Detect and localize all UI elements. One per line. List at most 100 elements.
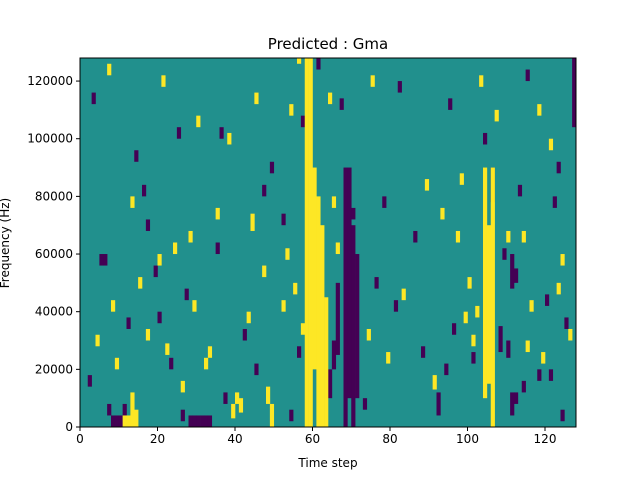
y-tick-label: 100000 <box>27 132 73 146</box>
x-tick-label: 60 <box>305 432 320 446</box>
heatmap-cell-low <box>548 369 554 381</box>
heatmap-cell-high <box>300 323 306 335</box>
plot-frame <box>79 57 577 428</box>
x-tick-label: 0 <box>76 432 84 446</box>
y-tick-label: 20000 <box>35 362 73 376</box>
heatmap-cell-high <box>366 328 371 341</box>
heatmap-cell-low <box>351 225 356 427</box>
heatmap-cell-high <box>122 415 127 427</box>
heatmap-cell-low <box>514 392 519 404</box>
heatmap-cell-high <box>328 92 333 105</box>
heatmap-cell-high <box>529 300 534 312</box>
y-axis: 0 20000 40000 60000 80000 100000 120000 <box>27 74 80 434</box>
heatmap-cell-low <box>355 254 360 399</box>
heatmap-cell-low <box>510 392 515 416</box>
heatmap-cell-high <box>316 196 321 428</box>
heatmap-cell-low <box>339 98 344 110</box>
heatmap-cell-low <box>107 403 112 416</box>
heatmap-cell-low <box>114 415 120 427</box>
heatmap-cell-high <box>207 346 213 358</box>
heatmap-cell-low <box>242 328 247 341</box>
heatmap-cell-high <box>494 109 499 122</box>
plot-area <box>79 57 577 428</box>
heatmap-cell-low <box>204 415 209 427</box>
heatmap-cell-high <box>196 115 201 128</box>
heatmap-cell-high <box>467 277 472 289</box>
heatmap-cell-low <box>215 242 220 255</box>
heatmap-cell-low <box>145 219 151 231</box>
heatmap-cell-low <box>525 69 530 82</box>
heatmap-cell-high <box>308 58 313 427</box>
heatmap-cell-high <box>130 196 135 208</box>
heatmap-cell-high <box>490 167 495 428</box>
heatmap-cell-low <box>471 352 476 364</box>
heatmap-cell-high <box>455 230 461 243</box>
heatmap-cell-low <box>169 357 174 370</box>
heatmap-cell-low <box>289 409 294 422</box>
heatmap-cell-low <box>347 167 352 399</box>
heatmap-cell-high <box>560 254 565 266</box>
heatmap-cell-low <box>413 230 418 243</box>
heatmap-cell-low <box>517 184 523 197</box>
heatmap-cell-low <box>498 326 503 353</box>
heatmap-cell-low <box>192 415 197 427</box>
heatmap-cell-low <box>351 207 356 220</box>
heatmap-cell-high <box>537 104 542 116</box>
heatmap-cell-low <box>122 403 127 416</box>
heatmap-cell-high <box>145 328 151 341</box>
x-axis: 0 20 40 60 80 100 120 <box>76 427 556 446</box>
heatmap-cell-low <box>328 369 333 399</box>
heatmap-cell-low <box>254 363 259 376</box>
heatmap-cell-high <box>525 340 530 353</box>
heatmap-cell-high <box>486 225 492 384</box>
y-tick-label: 80000 <box>35 189 73 203</box>
heatmap-cell-high <box>138 277 143 289</box>
heatmap-cell-low <box>521 380 526 393</box>
heatmap-cell-high <box>475 305 480 318</box>
heatmap-cell-low <box>300 115 306 128</box>
heatmap-cell-high <box>312 167 317 370</box>
y-axis-label: Frequency (Hz) <box>0 198 12 289</box>
heatmap-cell-high <box>246 311 251 324</box>
heatmap-cell-high <box>331 196 337 208</box>
heatmap-cell-low <box>207 415 213 427</box>
heatmap-cell-low <box>506 340 511 358</box>
heatmap-cell-low <box>537 369 542 381</box>
heatmap-cell-high <box>157 254 162 266</box>
heatmap-cell-low <box>382 196 387 208</box>
heatmap-cell-low <box>157 311 162 324</box>
heatmap-cell-low <box>134 150 139 162</box>
heatmap-cell-low <box>184 288 189 301</box>
heatmap-cell-low <box>564 317 569 329</box>
heatmap-cell-low <box>281 213 286 226</box>
heatmap-cell-low <box>223 392 228 404</box>
heatmap-cell-low <box>552 196 557 208</box>
chart-title: Predicted : Gma <box>268 35 388 53</box>
heatmap-cell-low <box>91 92 96 105</box>
y-tick-label: 60000 <box>35 247 73 261</box>
heatmap-cell-low <box>572 58 577 128</box>
heatmap-cell-low <box>510 254 515 289</box>
heatmap-cell-high <box>548 138 554 151</box>
heatmap-cell-high <box>293 282 298 295</box>
heatmap-cell-low <box>126 317 131 329</box>
heatmap-cell-high <box>238 398 244 413</box>
heatmap-cell-high <box>192 300 197 312</box>
heatmap-cell-low <box>343 167 348 428</box>
heatmap-cell-high <box>289 104 294 116</box>
heatmap-cell-high <box>324 297 329 427</box>
heatmap-cell-high <box>254 92 259 105</box>
heatmap-cell-low <box>297 346 302 358</box>
heatmap-cell-high <box>541 352 546 364</box>
heatmap-cell-low <box>362 398 368 410</box>
heatmap-cell-high <box>320 225 325 427</box>
heatmap-cell-high <box>304 58 309 427</box>
heatmap-cell-high <box>424 179 430 191</box>
heatmap-cell-high <box>173 242 178 255</box>
heatmap-cell-high <box>297 58 302 64</box>
heatmap-cell-low <box>200 415 205 427</box>
y-tick-label: 40000 <box>35 305 73 319</box>
heatmap-cell-high <box>285 248 290 260</box>
x-tick-label: 120 <box>534 432 557 446</box>
